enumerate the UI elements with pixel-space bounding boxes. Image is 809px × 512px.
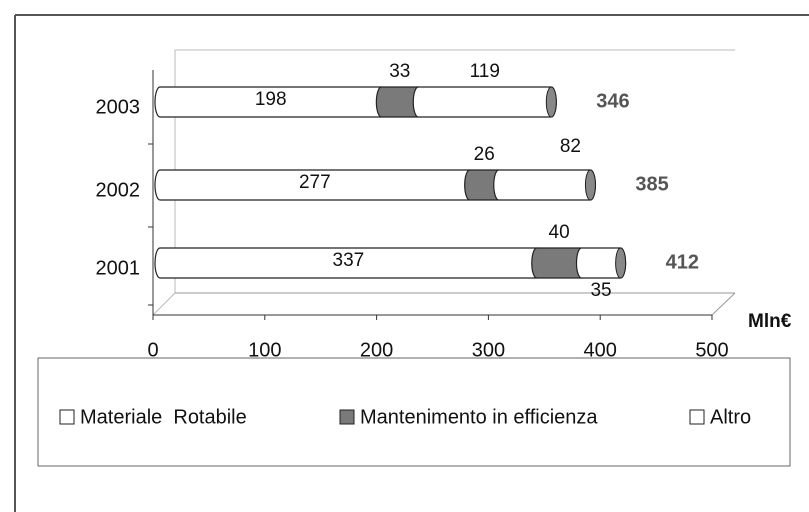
legend-swatch — [59, 409, 75, 425]
legend-label: Mantenimento in efficienza — [360, 406, 598, 428]
data-label: 33 — [389, 61, 410, 82]
x-tick-label: 100 — [248, 339, 281, 361]
data-label: 26 — [474, 144, 495, 165]
x-tick-label: 300 — [472, 339, 505, 361]
legend-label: Materiale Rotabile — [80, 406, 247, 428]
data-label: 277 — [299, 172, 331, 193]
legend-swatch — [689, 409, 705, 425]
total-label: 346 — [596, 90, 629, 112]
y-tick-label: 2001 — [96, 257, 141, 279]
x-axis-label: Mln€ — [748, 311, 792, 332]
legend-swatch — [339, 409, 355, 425]
total-label: 412 — [666, 251, 699, 273]
bar-cap — [584, 169, 596, 201]
y-tick-label: 2003 — [96, 96, 141, 118]
data-label: 40 — [549, 222, 570, 243]
data-label: 198 — [255, 89, 287, 110]
legend-box — [37, 357, 791, 467]
bar-cap — [615, 247, 627, 279]
data-label: 82 — [560, 136, 581, 157]
bar-cap — [545, 86, 557, 118]
data-label: 35 — [590, 280, 611, 301]
x-tick-label: 400 — [584, 339, 617, 361]
legend-label: Altro — [710, 406, 751, 428]
data-label: 119 — [470, 61, 500, 82]
total-label: 385 — [635, 173, 668, 195]
bar-segment — [493, 169, 597, 201]
x-tick-label: 500 — [695, 339, 728, 361]
floor-side — [711, 292, 736, 316]
y-tick-label: 2002 — [96, 179, 141, 201]
data-label: 337 — [333, 250, 365, 271]
x-tick-label: 0 — [147, 339, 158, 361]
x-tick-label: 200 — [360, 339, 393, 361]
bar-segment — [412, 86, 557, 118]
